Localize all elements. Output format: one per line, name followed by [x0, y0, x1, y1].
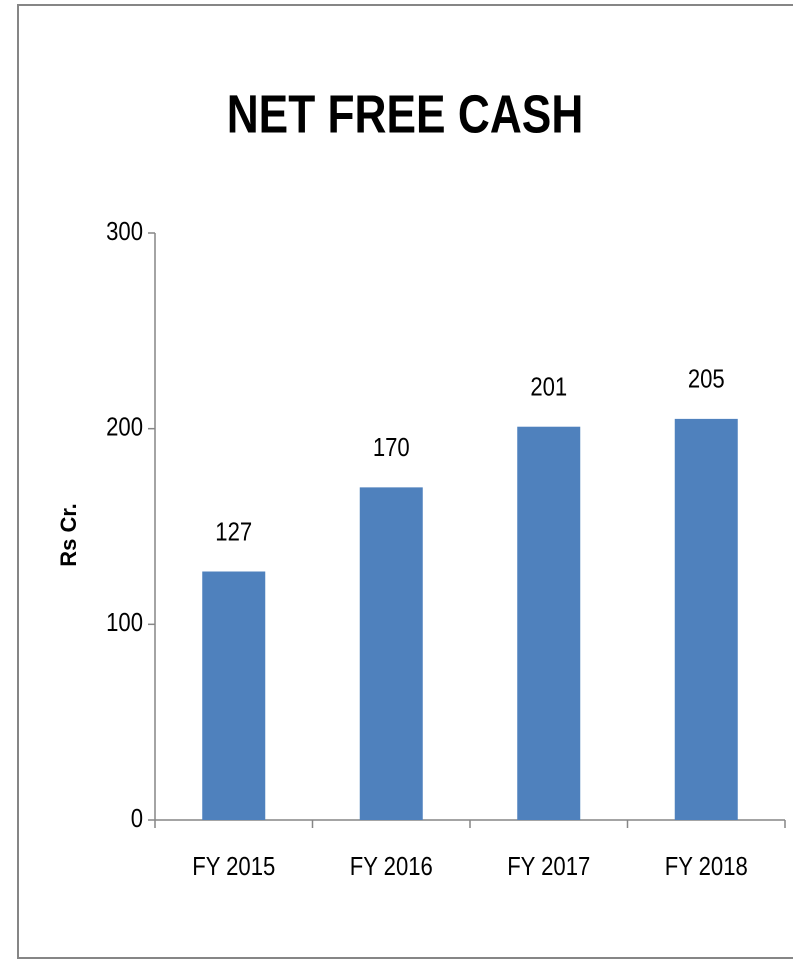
data-label: 170	[373, 434, 410, 463]
y-axis-label: Rs Cr.	[56, 503, 81, 567]
x-tick-label: FY 2015	[192, 852, 275, 881]
x-tick-label: FY 2017	[507, 852, 590, 881]
x-tick-label: FY 2016	[350, 852, 433, 881]
bar	[202, 571, 266, 820]
y-tick-label: 200	[106, 413, 143, 442]
x-tick-label: FY 2018	[665, 852, 748, 881]
bar	[517, 426, 581, 820]
bar	[674, 418, 738, 820]
bar	[359, 487, 423, 820]
data-label: 205	[688, 365, 725, 394]
data-label: 201	[530, 373, 567, 402]
data-label: 127	[215, 518, 252, 547]
y-tick-label: 300	[106, 217, 143, 246]
y-tick-label: 0	[131, 804, 143, 833]
chart-title: NET FREE CASH	[227, 84, 584, 144]
y-tick-label: 100	[106, 609, 143, 638]
